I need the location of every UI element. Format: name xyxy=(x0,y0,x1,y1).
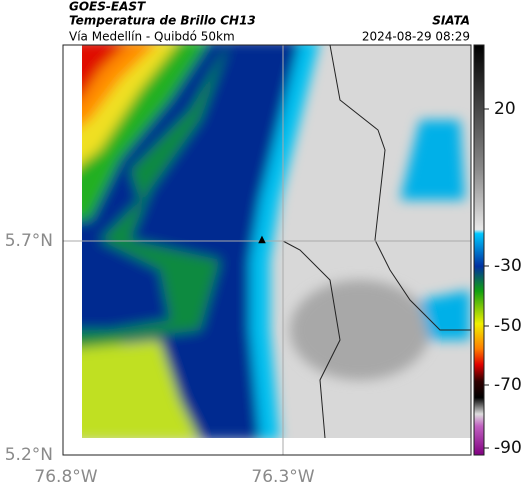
region: Vía Medellín - Quibdó 50km xyxy=(69,30,235,44)
colorbar xyxy=(473,44,485,456)
map-frame xyxy=(62,44,472,456)
colorbar-tick-label: 20 xyxy=(494,99,516,119)
colorbar-tick-label: -30 xyxy=(494,256,522,276)
lon-tick-label: 76.3°W xyxy=(251,467,314,487)
lon-tick-label: 76.8°W xyxy=(34,467,97,487)
lat-tick-label: 5.7°N xyxy=(5,231,53,251)
source: SIATA xyxy=(432,14,470,28)
colorbar-tick-label: -90 xyxy=(494,438,522,458)
datetime: 2024-08-29 08:29 xyxy=(362,30,470,44)
satellite-image xyxy=(82,45,471,438)
title: GOES-EAST xyxy=(69,0,146,14)
lat-tick-label: 5.2°N xyxy=(5,445,53,465)
subtitle: Temperatura de Brillo CH13 xyxy=(69,14,256,28)
colorbar-tick-label: -50 xyxy=(494,316,522,336)
location-marker: ▲ xyxy=(258,234,266,245)
colorbar-tick-label: -70 xyxy=(494,375,522,395)
